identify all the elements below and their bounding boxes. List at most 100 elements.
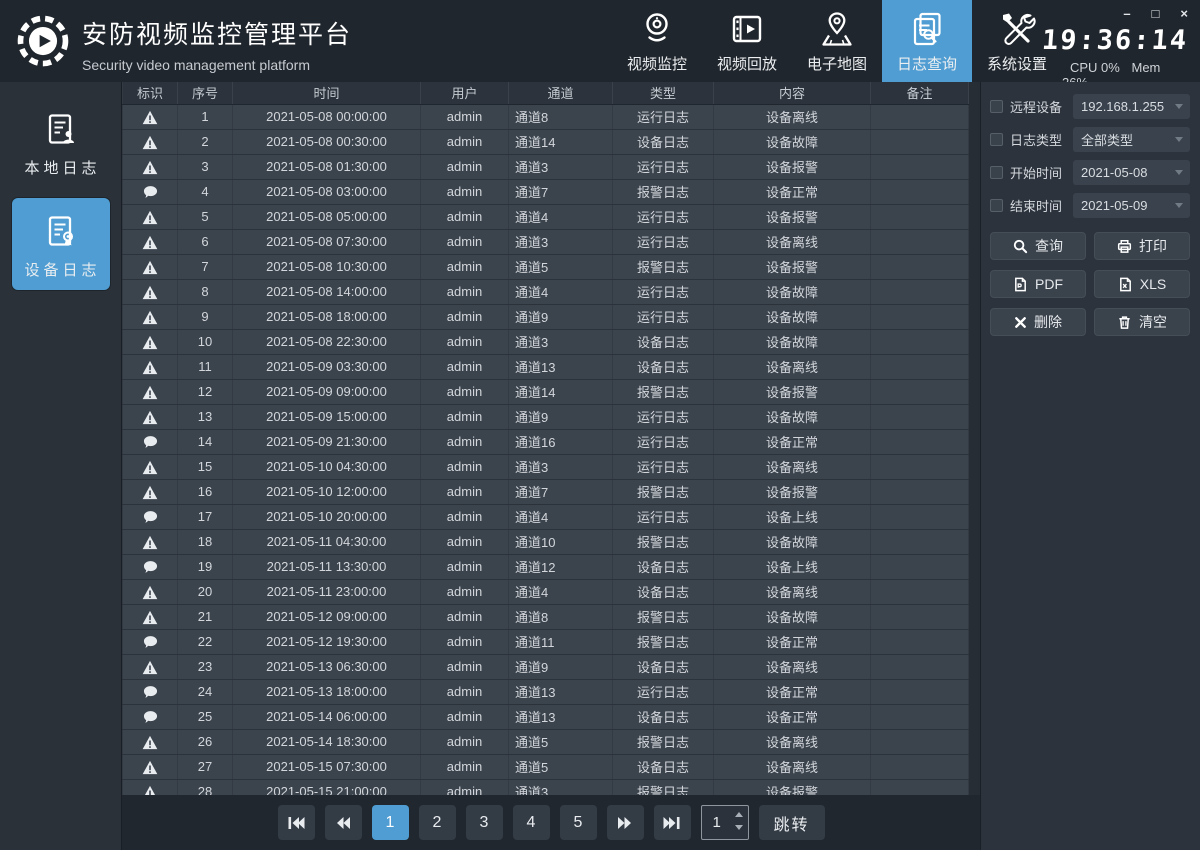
cell-no: 22 <box>177 629 233 655</box>
table-row[interactable]: 12 2021-05-09 09:00:00 admin 通道14 报警日志 设备报警 <box>122 379 969 405</box>
table-row[interactable]: 19 2021-05-11 13:30:00 admin 通道12 设备日志 设备上线 <box>122 554 969 580</box>
next-page-button[interactable] <box>606 805 644 840</box>
start-time-checkbox[interactable] <box>990 166 1003 179</box>
prev-page-icon <box>337 816 350 829</box>
last-page-button[interactable] <box>653 805 691 840</box>
warning-icon <box>122 579 178 605</box>
delete-button[interactable]: 删除 <box>990 308 1086 336</box>
last-page-icon <box>663 816 680 829</box>
cell-time: 2021-05-08 01:30:00 <box>232 154 421 180</box>
spinner-up-icon[interactable] <box>734 812 743 817</box>
table-row[interactable]: 20 2021-05-11 23:00:00 admin 通道4 设备日志 设备离线 <box>122 579 969 605</box>
cell-type: 运行日志 <box>612 229 714 255</box>
table-row[interactable]: 15 2021-05-10 04:30:00 admin 通道3 运行日志 设备离线 <box>122 454 969 480</box>
warning-icon <box>122 154 178 180</box>
table-row[interactable]: 8 2021-05-08 14:00:00 admin 通道4 运行日志 设备故障 <box>122 279 969 305</box>
nav-item-video-monitor[interactable]: 视频监控 <box>612 0 702 82</box>
table-scrollbar[interactable] <box>969 82 980 795</box>
clear-button[interactable]: 清空 <box>1094 308 1190 336</box>
cell-channel: 通道8 <box>508 604 613 630</box>
filter-log-type: 日志类型 全部类型 <box>990 127 1190 152</box>
warning-icon <box>122 779 178 795</box>
query-button[interactable]: 查询 <box>990 232 1086 260</box>
system-info: – □ × 19:36:14 CPU 0% Mem 26% <box>1041 0 1200 91</box>
page-number-spinner[interactable] <box>700 805 749 840</box>
cell-content: 设备正常 <box>713 704 871 730</box>
first-page-button[interactable] <box>277 805 315 840</box>
table-row[interactable]: 28 2021-05-15 21:00:00 admin 通道3 报警日志 设备报警 <box>122 779 969 795</box>
prev-page-button[interactable] <box>324 805 362 840</box>
maximize-button[interactable]: □ <box>1151 6 1160 21</box>
spinner-down-icon[interactable] <box>734 825 743 830</box>
end-time-select[interactable]: 2021-05-09 <box>1073 193 1190 218</box>
remote-device-checkbox[interactable] <box>990 100 1003 113</box>
cell-remark <box>870 529 969 555</box>
table-row[interactable]: 23 2021-05-13 06:30:00 admin 通道9 设备日志 设备离线 <box>122 654 969 680</box>
table-row[interactable]: 5 2021-05-08 05:00:00 admin 通道4 运行日志 设备报警 <box>122 204 969 230</box>
message-icon <box>122 429 178 455</box>
remote-device-select[interactable]: 192.168.1.255 <box>1073 94 1190 119</box>
table-row[interactable]: 2 2021-05-08 00:30:00 admin 通道14 设备日志 设备故障 <box>122 129 969 155</box>
cell-channel: 通道16 <box>508 429 613 455</box>
cell-time: 2021-05-08 07:30:00 <box>232 229 421 255</box>
table-row[interactable]: 26 2021-05-14 18:30:00 admin 通道5 报警日志 设备离线 <box>122 729 969 755</box>
xls-export-button[interactable]: XLS <box>1094 270 1190 298</box>
page-button-1[interactable]: 1 <box>371 805 409 840</box>
table-row[interactable]: 22 2021-05-12 19:30:00 admin 通道11 报警日志 设备正常 <box>122 629 969 655</box>
table-row[interactable]: 9 2021-05-08 18:00:00 admin 通道9 运行日志 设备故障 <box>122 304 969 330</box>
start-time-select[interactable]: 2021-05-08 <box>1073 160 1190 185</box>
pdf-export-button[interactable]: PDF <box>990 270 1086 298</box>
cell-channel: 通道3 <box>508 154 613 180</box>
table-row[interactable]: 4 2021-05-08 03:00:00 admin 通道7 报警日志 设备正常 <box>122 179 969 205</box>
table-row[interactable]: 7 2021-05-08 10:30:00 admin 通道5 报警日志 设备报警 <box>122 254 969 280</box>
log-type-checkbox[interactable] <box>990 133 1003 146</box>
cell-type: 报警日志 <box>612 604 714 630</box>
minimize-button[interactable]: – <box>1123 6 1131 21</box>
warning-icon <box>122 354 178 380</box>
print-button[interactable]: 打印 <box>1094 232 1190 260</box>
page-button-4[interactable]: 4 <box>512 805 550 840</box>
page-number-input[interactable] <box>712 814 735 831</box>
log-type-select[interactable]: 全部类型 <box>1073 127 1190 152</box>
cell-no: 26 <box>177 729 233 755</box>
cell-remark <box>870 304 969 330</box>
window-controls: – □ × <box>1123 7 1188 21</box>
warning-icon <box>122 404 178 430</box>
table-row[interactable]: 11 2021-05-09 03:30:00 admin 通道13 设备日志 设备离线 <box>122 354 969 380</box>
end-time-checkbox[interactable] <box>990 199 1003 212</box>
table-row[interactable]: 13 2021-05-09 15:00:00 admin 通道9 运行日志 设备故障 <box>122 404 969 430</box>
jump-button[interactable]: 跳转 <box>758 805 825 840</box>
table-row[interactable]: 3 2021-05-08 01:30:00 admin 通道3 运行日志 设备报警 <box>122 154 969 180</box>
nav-item-log-query[interactable]: 日志查询 <box>882 0 972 82</box>
table-row[interactable]: 16 2021-05-10 12:00:00 admin 通道7 报警日志 设备报警 <box>122 479 969 505</box>
page-button-2[interactable]: 2 <box>418 805 456 840</box>
filter-label: 远程设备 <box>1010 100 1063 115</box>
cell-content: 设备正常 <box>713 429 871 455</box>
cell-no: 24 <box>177 679 233 705</box>
sidebar-item-device-log[interactable]: 设备日志 <box>11 198 110 290</box>
col-header-flag: 标识 <box>122 82 178 105</box>
table-row[interactable]: 6 2021-05-08 07:30:00 admin 通道3 运行日志 设备离线 <box>122 229 969 255</box>
nav-item-emap[interactable]: 电子地图 <box>792 0 882 82</box>
table-row[interactable]: 1 2021-05-08 00:00:00 admin 通道8 运行日志 设备离线 <box>122 104 969 130</box>
table-row[interactable]: 18 2021-05-11 04:30:00 admin 通道10 报警日志 设备故障 <box>122 529 969 555</box>
warning-icon <box>122 454 178 480</box>
table-row[interactable]: 21 2021-05-12 09:00:00 admin 通道8 报警日志 设备故障 <box>122 604 969 630</box>
close-button[interactable]: × <box>1180 6 1188 21</box>
table-row[interactable]: 25 2021-05-14 06:00:00 admin 通道13 设备日志 设备正常 <box>122 704 969 730</box>
table-row[interactable]: 17 2021-05-10 20:00:00 admin 通道4 运行日志 设备上线 <box>122 504 969 530</box>
table-row[interactable]: 27 2021-05-15 07:30:00 admin 通道5 设备日志 设备离线 <box>122 754 969 780</box>
cell-user: admin <box>420 454 509 480</box>
table-row[interactable]: 10 2021-05-08 22:30:00 admin 通道3 设备日志 设备故障 <box>122 329 969 355</box>
table-row[interactable]: 24 2021-05-13 18:00:00 admin 通道13 运行日志 设备正常 <box>122 679 969 705</box>
nav-item-video-playback[interactable]: 视频回放 <box>702 0 792 82</box>
warning-icon <box>122 229 178 255</box>
cell-content: 设备离线 <box>713 454 871 480</box>
page-button-5[interactable]: 5 <box>559 805 597 840</box>
message-icon <box>122 554 178 580</box>
sidebar-item-local-log[interactable]: 本地日志 <box>12 96 110 188</box>
cell-user: admin <box>420 754 509 780</box>
table-row[interactable]: 14 2021-05-09 21:30:00 admin 通道16 运行日志 设备正常 <box>122 429 969 455</box>
page-button-3[interactable]: 3 <box>465 805 503 840</box>
nav-item-settings[interactable]: 系统设置 <box>972 0 1062 82</box>
